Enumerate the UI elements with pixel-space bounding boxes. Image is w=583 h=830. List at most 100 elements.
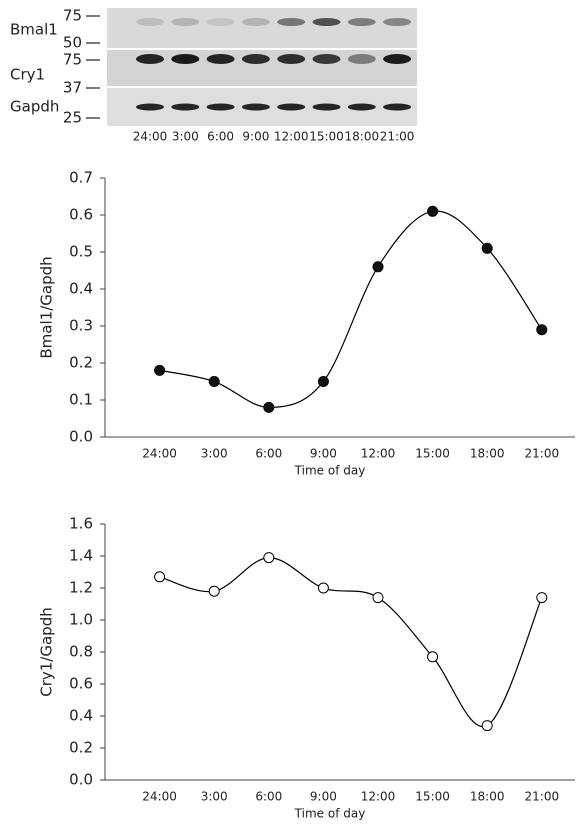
data-point xyxy=(264,553,274,563)
data-point xyxy=(264,402,274,412)
y-tick-label: 1.2 xyxy=(69,579,93,597)
marker-label: 75 xyxy=(63,51,82,69)
band xyxy=(313,54,341,64)
x-tick-label: 9:00 xyxy=(310,447,337,461)
band xyxy=(242,104,270,111)
marker-label: 25 xyxy=(63,109,82,127)
data-point xyxy=(373,593,383,603)
y-tick-label: 0.0 xyxy=(69,428,93,446)
data-point xyxy=(209,377,219,387)
band xyxy=(242,18,270,26)
y-tick-label: 0.2 xyxy=(69,354,93,372)
band xyxy=(348,18,376,26)
data-point xyxy=(155,572,165,582)
band xyxy=(171,104,199,111)
lane-label: 18:00 xyxy=(345,130,380,144)
lane-label: 9:00 xyxy=(242,130,269,144)
row-label: Gapdh xyxy=(10,98,59,116)
band xyxy=(348,104,376,111)
x-tick-label: 6:00 xyxy=(255,447,282,461)
data-point xyxy=(482,243,492,253)
band xyxy=(171,18,199,26)
band xyxy=(136,54,164,64)
y-tick-label: 0.3 xyxy=(69,317,93,335)
band xyxy=(383,18,411,26)
y-tick-label: 0.0 xyxy=(69,771,93,789)
x-tick-label: 3:00 xyxy=(201,447,228,461)
y-tick-label: 0.4 xyxy=(69,280,93,298)
x-axis-label: Time of day xyxy=(294,464,366,478)
x-tick-label: 18:00 xyxy=(470,790,505,804)
band xyxy=(383,54,411,64)
x-tick-label: 24:00 xyxy=(142,790,177,804)
marker-label: 75 xyxy=(63,7,82,25)
row-label: Cry1 xyxy=(10,66,45,84)
data-point xyxy=(428,206,438,216)
band xyxy=(383,104,411,111)
x-tick-label: 6:00 xyxy=(255,790,282,804)
data-point xyxy=(373,262,383,272)
x-tick-label: 15:00 xyxy=(415,790,450,804)
x-tick-label: 18:00 xyxy=(470,447,505,461)
data-point xyxy=(482,721,492,731)
y-tick-label: 1.4 xyxy=(69,547,93,565)
marker-label: 37 xyxy=(63,79,82,97)
band xyxy=(136,104,164,111)
band xyxy=(277,54,305,64)
y-tick-label: 0.6 xyxy=(69,675,93,693)
x-axis-label: Time of day xyxy=(294,807,366,821)
data-point xyxy=(537,593,547,603)
data-point xyxy=(318,377,328,387)
x-tick-label: 12:00 xyxy=(361,790,396,804)
band xyxy=(313,104,341,111)
y-tick-label: 1.6 xyxy=(69,515,93,533)
lane-label: 12:00 xyxy=(274,130,309,144)
marker-label: 50 xyxy=(63,34,82,52)
y-tick-label: 0.5 xyxy=(69,243,93,261)
y-tick-label: 0.8 xyxy=(69,643,93,661)
x-tick-label: 12:00 xyxy=(361,447,396,461)
line-chart: 0.0 0.1 0.2 0.3 0.4 0.5 0.6 0.7 24:00 3:00 6:00 9:0… xyxy=(38,169,576,478)
y-tick-label: 0.4 xyxy=(69,707,93,725)
blot-panel xyxy=(107,8,417,48)
data-point xyxy=(428,652,438,662)
lane-label: 21:00 xyxy=(380,130,415,144)
band xyxy=(348,54,376,64)
band xyxy=(207,54,235,64)
band xyxy=(136,18,164,26)
data-point xyxy=(155,365,165,375)
band xyxy=(207,18,235,26)
y-axis-label: Bmal1/Gapdh xyxy=(38,256,56,358)
band xyxy=(277,18,305,26)
lane-label: 24:00 xyxy=(133,130,168,144)
x-tick-label: 9:00 xyxy=(310,790,337,804)
x-tick-label: 15:00 xyxy=(415,447,450,461)
lane-label: 3:00 xyxy=(172,130,199,144)
x-tick-label: 21:00 xyxy=(525,790,560,804)
data-point xyxy=(537,325,547,335)
line-chart: 0.0 0.2 0.4 0.6 0.8 1.0 1.2 1.4 1.6 24:00 3:00 6:00… xyxy=(38,515,576,821)
western-blot xyxy=(107,8,417,126)
band xyxy=(207,104,235,111)
lane-label: 15:00 xyxy=(309,130,344,144)
x-tick-label: 3:00 xyxy=(201,790,228,804)
x-tick-label: 24:00 xyxy=(142,447,177,461)
page: 24:003:006:009:0012:0015:0018:0021:00Bma… xyxy=(0,0,583,830)
y-tick-label: 0.6 xyxy=(69,206,93,224)
y-tick-label: 1.0 xyxy=(69,611,93,629)
band xyxy=(313,18,341,26)
band xyxy=(277,104,305,111)
figure: 24:003:006:009:0012:0015:0018:0021:00Bma… xyxy=(0,0,583,830)
band xyxy=(242,54,270,64)
y-tick-label: 0.1 xyxy=(69,391,93,409)
y-axis-label: Cry1/Gapdh xyxy=(38,607,56,696)
y-tick-label: 0.2 xyxy=(69,739,93,757)
band xyxy=(171,54,199,64)
series-line xyxy=(160,558,542,727)
data-point xyxy=(318,583,328,593)
x-tick-label: 21:00 xyxy=(525,447,560,461)
row-label: Bmal1 xyxy=(10,21,58,39)
lane-label: 6:00 xyxy=(207,130,234,144)
y-tick-label: 0.7 xyxy=(69,169,93,187)
data-point xyxy=(209,586,219,596)
